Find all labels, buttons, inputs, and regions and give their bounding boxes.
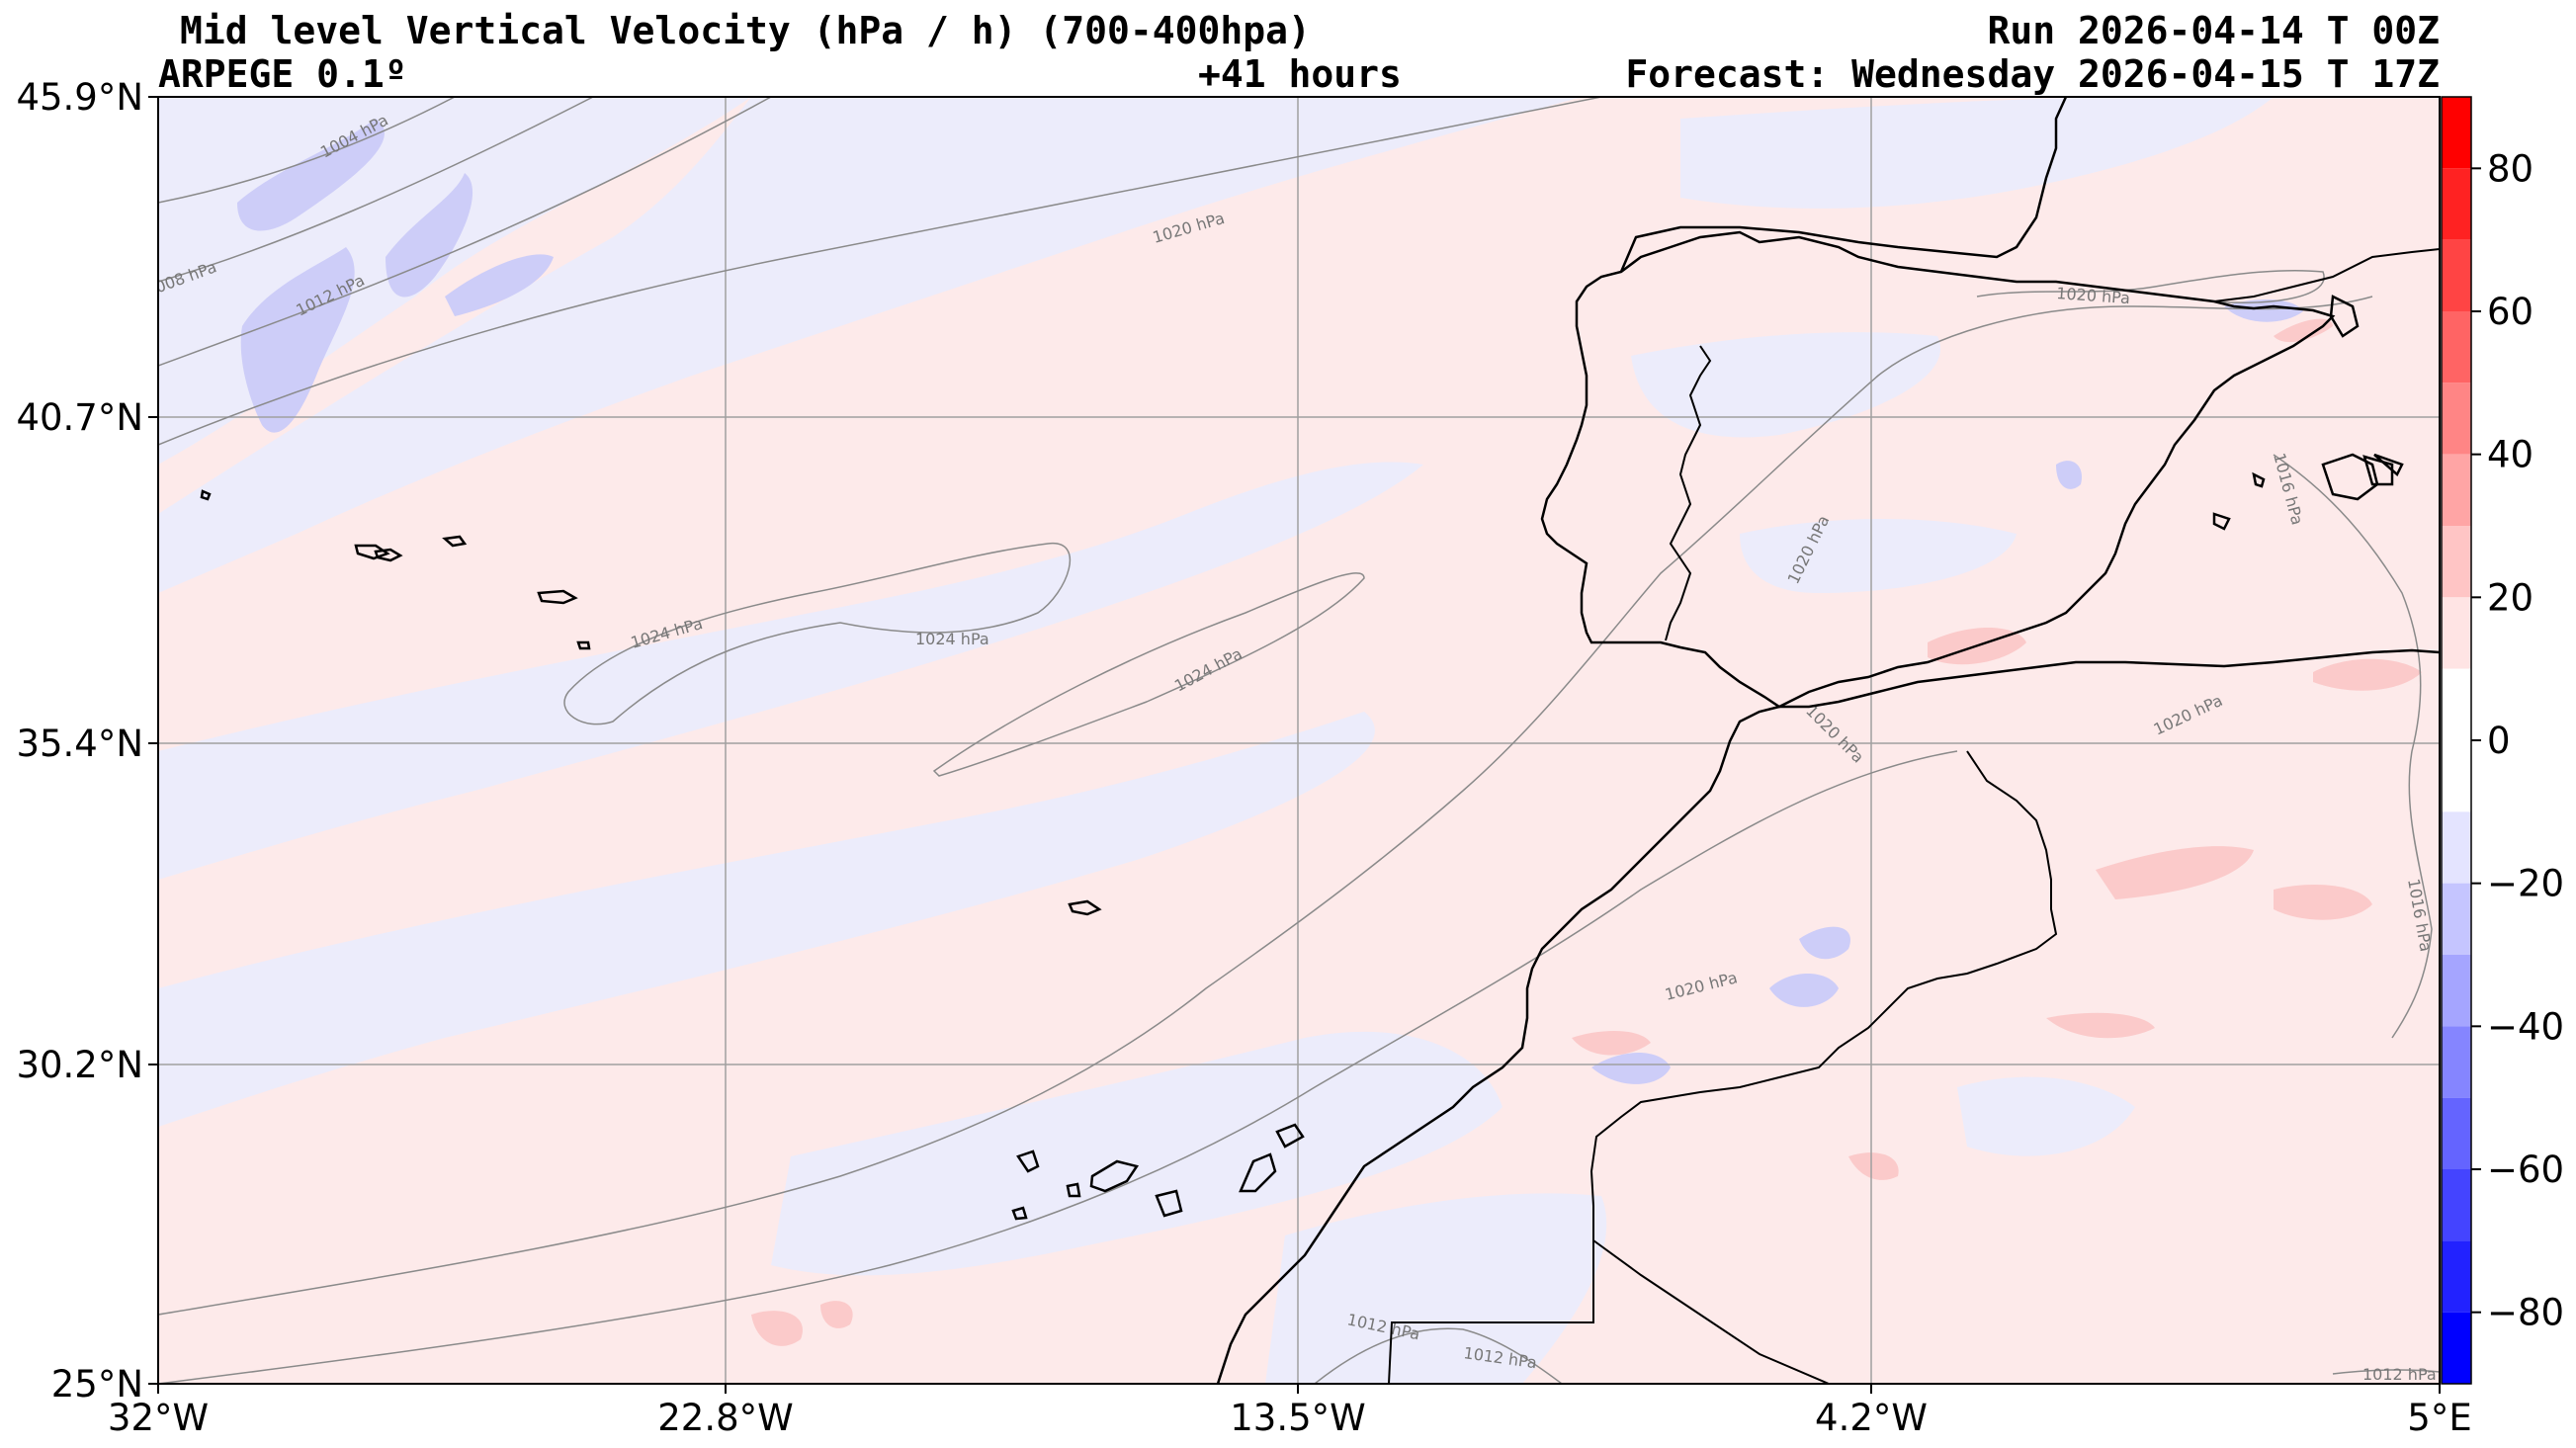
isobar-contours	[158, 97, 2440, 1384]
colorbar-tick-label: 80	[2487, 147, 2533, 190]
lead-time-label: +41 hours	[1198, 52, 1402, 96]
island-outline	[1011, 1206, 1028, 1221]
run-label: Run 2026-04-14 T 00Z	[1987, 9, 2440, 52]
longitude-axis: 32°W 22.8°W 13.5°W 4.2°W 5°E	[108, 1384, 2472, 1439]
island-outline	[374, 548, 403, 562]
longitude-tick-label: 32°W	[108, 1397, 209, 1439]
latitude-tick-label: 25°N	[51, 1363, 143, 1405]
colorbar-bin	[2442, 168, 2471, 240]
morocco-algeria-border	[1388, 750, 2058, 1384]
coastlines	[200, 97, 2440, 1384]
longitude-tick-label: 5°E	[2407, 1397, 2471, 1439]
colorbar-bin	[2442, 740, 2471, 812]
island-outline	[1155, 1189, 1183, 1218]
colorbar-tick-label: −40	[2487, 1005, 2564, 1048]
latitude-tick-label: 40.7°N	[16, 396, 143, 439]
island-outline	[1089, 1159, 1140, 1193]
island-outline	[200, 489, 212, 501]
longitude-tick-label: 22.8°W	[657, 1397, 793, 1439]
longitude-tick-label: 4.2°W	[1815, 1397, 1928, 1439]
vertical-velocity-map: 1004 hPa 1008 hPa 1012 hPa 1020 hPa 1024…	[158, 97, 2440, 1384]
colorbar-bin	[2442, 454, 2471, 526]
colorbar-bin	[2442, 1240, 2471, 1313]
colorbar-bin	[2442, 526, 2471, 598]
island-outline	[1066, 1182, 1081, 1198]
colorbar-bin	[2442, 1169, 2471, 1241]
colorbar-tick-label: 60	[2487, 291, 2533, 333]
colorbar-tick-label: −60	[2487, 1149, 2564, 1191]
island-outline	[2252, 471, 2266, 488]
island-outline	[1275, 1123, 1305, 1149]
isobar-label: 1024 hPa	[915, 630, 989, 648]
island-outline	[1239, 1152, 1277, 1193]
france-south-coast	[2213, 248, 2440, 302]
graticule	[158, 97, 2440, 1384]
island-outline	[537, 589, 578, 605]
island-outline	[2373, 453, 2404, 477]
portugal-border	[1665, 345, 1712, 641]
colorbar-bin	[2442, 668, 2471, 740]
latitude-axis: 45.9°N 40.7°N 35.4°N 30.2°N 25°N	[16, 76, 158, 1405]
model-label: ARPEGE 0.1º	[158, 52, 407, 96]
latitude-tick-label: 45.9°N	[16, 76, 143, 119]
island-outline	[1068, 899, 1102, 916]
colorbar-tick-label: −20	[2487, 863, 2564, 905]
island-outline	[2329, 295, 2360, 338]
latitude-tick-label: 30.2°N	[16, 1044, 143, 1086]
colorbar-tick-label: 40	[2487, 434, 2533, 476]
colorbar-bin	[2442, 1312, 2471, 1384]
positive-velocity-cells	[751, 318, 2422, 1346]
colorbar-tick-label: 0	[2487, 720, 2511, 762]
island-outline	[1016, 1150, 1040, 1173]
island-outline	[442, 535, 468, 548]
colorbar-bin	[2442, 955, 2471, 1027]
france-coast	[1619, 97, 2068, 273]
colorbar-bin	[2442, 883, 2471, 955]
colorbar-tick-label: −80	[2487, 1292, 2564, 1334]
map-title: Mid level Vertical Velocity (hPa / h) (7…	[180, 9, 1311, 52]
mauritania-border	[1592, 1239, 1830, 1384]
longitude-tick-label: 13.5°W	[1230, 1397, 1365, 1439]
forecast-label: Forecast: Wednesday 2026-04-15 T 17Z	[1625, 52, 2440, 96]
island-outline	[354, 544, 390, 560]
colorbar-bin	[2442, 1026, 2471, 1098]
colorbar-tick-label: 20	[2487, 576, 2533, 619]
colorbar-bin	[2442, 383, 2471, 455]
colorbar-bin	[2442, 1097, 2471, 1169]
colorbar-bin	[2442, 97, 2471, 169]
colorbar: 80 60 40 20 0 −20 −40 −60 −80	[2441, 96, 2564, 1385]
island-outline	[2212, 512, 2231, 531]
iberia-coast	[1540, 230, 2336, 709]
colorbar-bin	[2442, 239, 2471, 311]
colorbar-bin	[2442, 311, 2471, 383]
colorbar-bin	[2442, 597, 2471, 669]
africa-coast	[1216, 648, 2440, 1384]
colorbar-ticks: 80 60 40 20 0 −20 −40 −60 −80	[2471, 147, 2564, 1334]
isobar-label: 1012 hPa	[2362, 1365, 2437, 1384]
colorbar-bins	[2442, 97, 2471, 1384]
island-outline	[576, 640, 591, 650]
latitude-tick-label: 35.4°N	[16, 723, 143, 765]
colorbar-bin	[2442, 811, 2471, 884]
